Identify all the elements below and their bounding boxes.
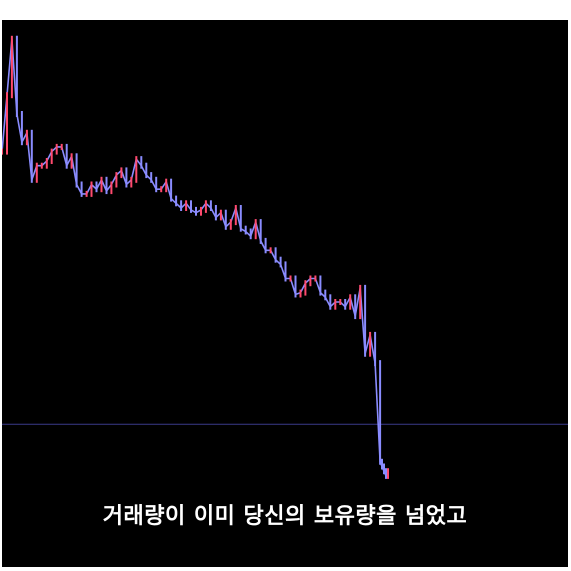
series-line: [2, 38, 389, 478]
chart-panel: 거래량이 이미 당신의 보유량을 넘었고: [2, 20, 568, 567]
series-layer: [2, 35, 389, 479]
price-chart: [2, 35, 568, 479]
caption-text: 거래량이 이미 당신의 보유량을 넘었고: [102, 504, 468, 529]
